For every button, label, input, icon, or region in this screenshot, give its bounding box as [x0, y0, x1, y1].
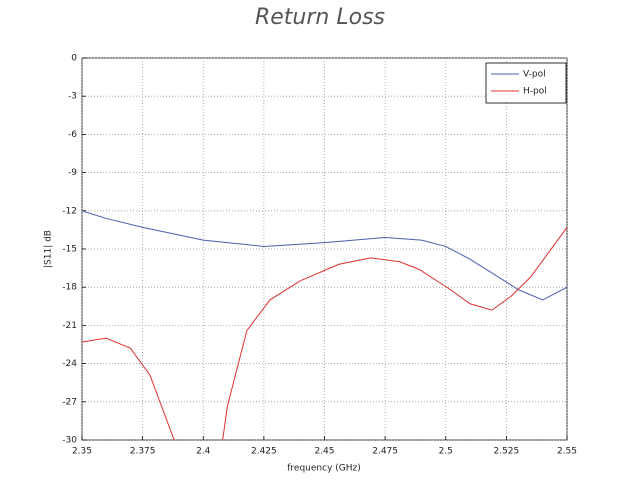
- x-tick-label: 2.475: [372, 447, 398, 457]
- y-tick-label: -6: [68, 130, 77, 140]
- y-axis-label: |S11| dB: [44, 230, 54, 268]
- x-axis-label: frequency (GHz): [287, 464, 361, 474]
- y-tick-label: 0: [71, 54, 77, 64]
- legend-label: V-pol: [523, 70, 546, 80]
- chart-title: Return Loss: [255, 5, 385, 30]
- x-tick-label: 2.4: [196, 447, 211, 457]
- series-group: [82, 210, 567, 301]
- y-tick-label: -24: [62, 359, 77, 369]
- y-tick-label: -15: [62, 245, 77, 255]
- y-tick-label: -30: [62, 436, 77, 446]
- series-line: [222, 227, 567, 440]
- y-tick-label: -9: [68, 168, 77, 178]
- legend-label: H-pol: [523, 87, 547, 97]
- y-tick-label: -18: [62, 283, 77, 293]
- y-tick-label: -3: [68, 92, 77, 102]
- y-tick-label: -21: [62, 321, 77, 331]
- x-tick-label: 2.35: [72, 447, 92, 457]
- x-tick-label: 2.375: [130, 447, 156, 457]
- legend-box: [485, 62, 567, 104]
- series-group: [82, 227, 567, 440]
- series-line: [82, 210, 567, 301]
- x-tick-label: 2.45: [314, 447, 334, 457]
- x-tick-label: 2.5: [439, 447, 453, 457]
- x-tick-label: 2.525: [493, 447, 519, 457]
- x-tick-label: 2.55: [557, 447, 577, 457]
- x-tick-label: 2.425: [251, 447, 277, 457]
- series-line: [82, 337, 175, 440]
- y-tick-label: -12: [62, 206, 77, 216]
- y-tick-label: -27: [62, 397, 77, 407]
